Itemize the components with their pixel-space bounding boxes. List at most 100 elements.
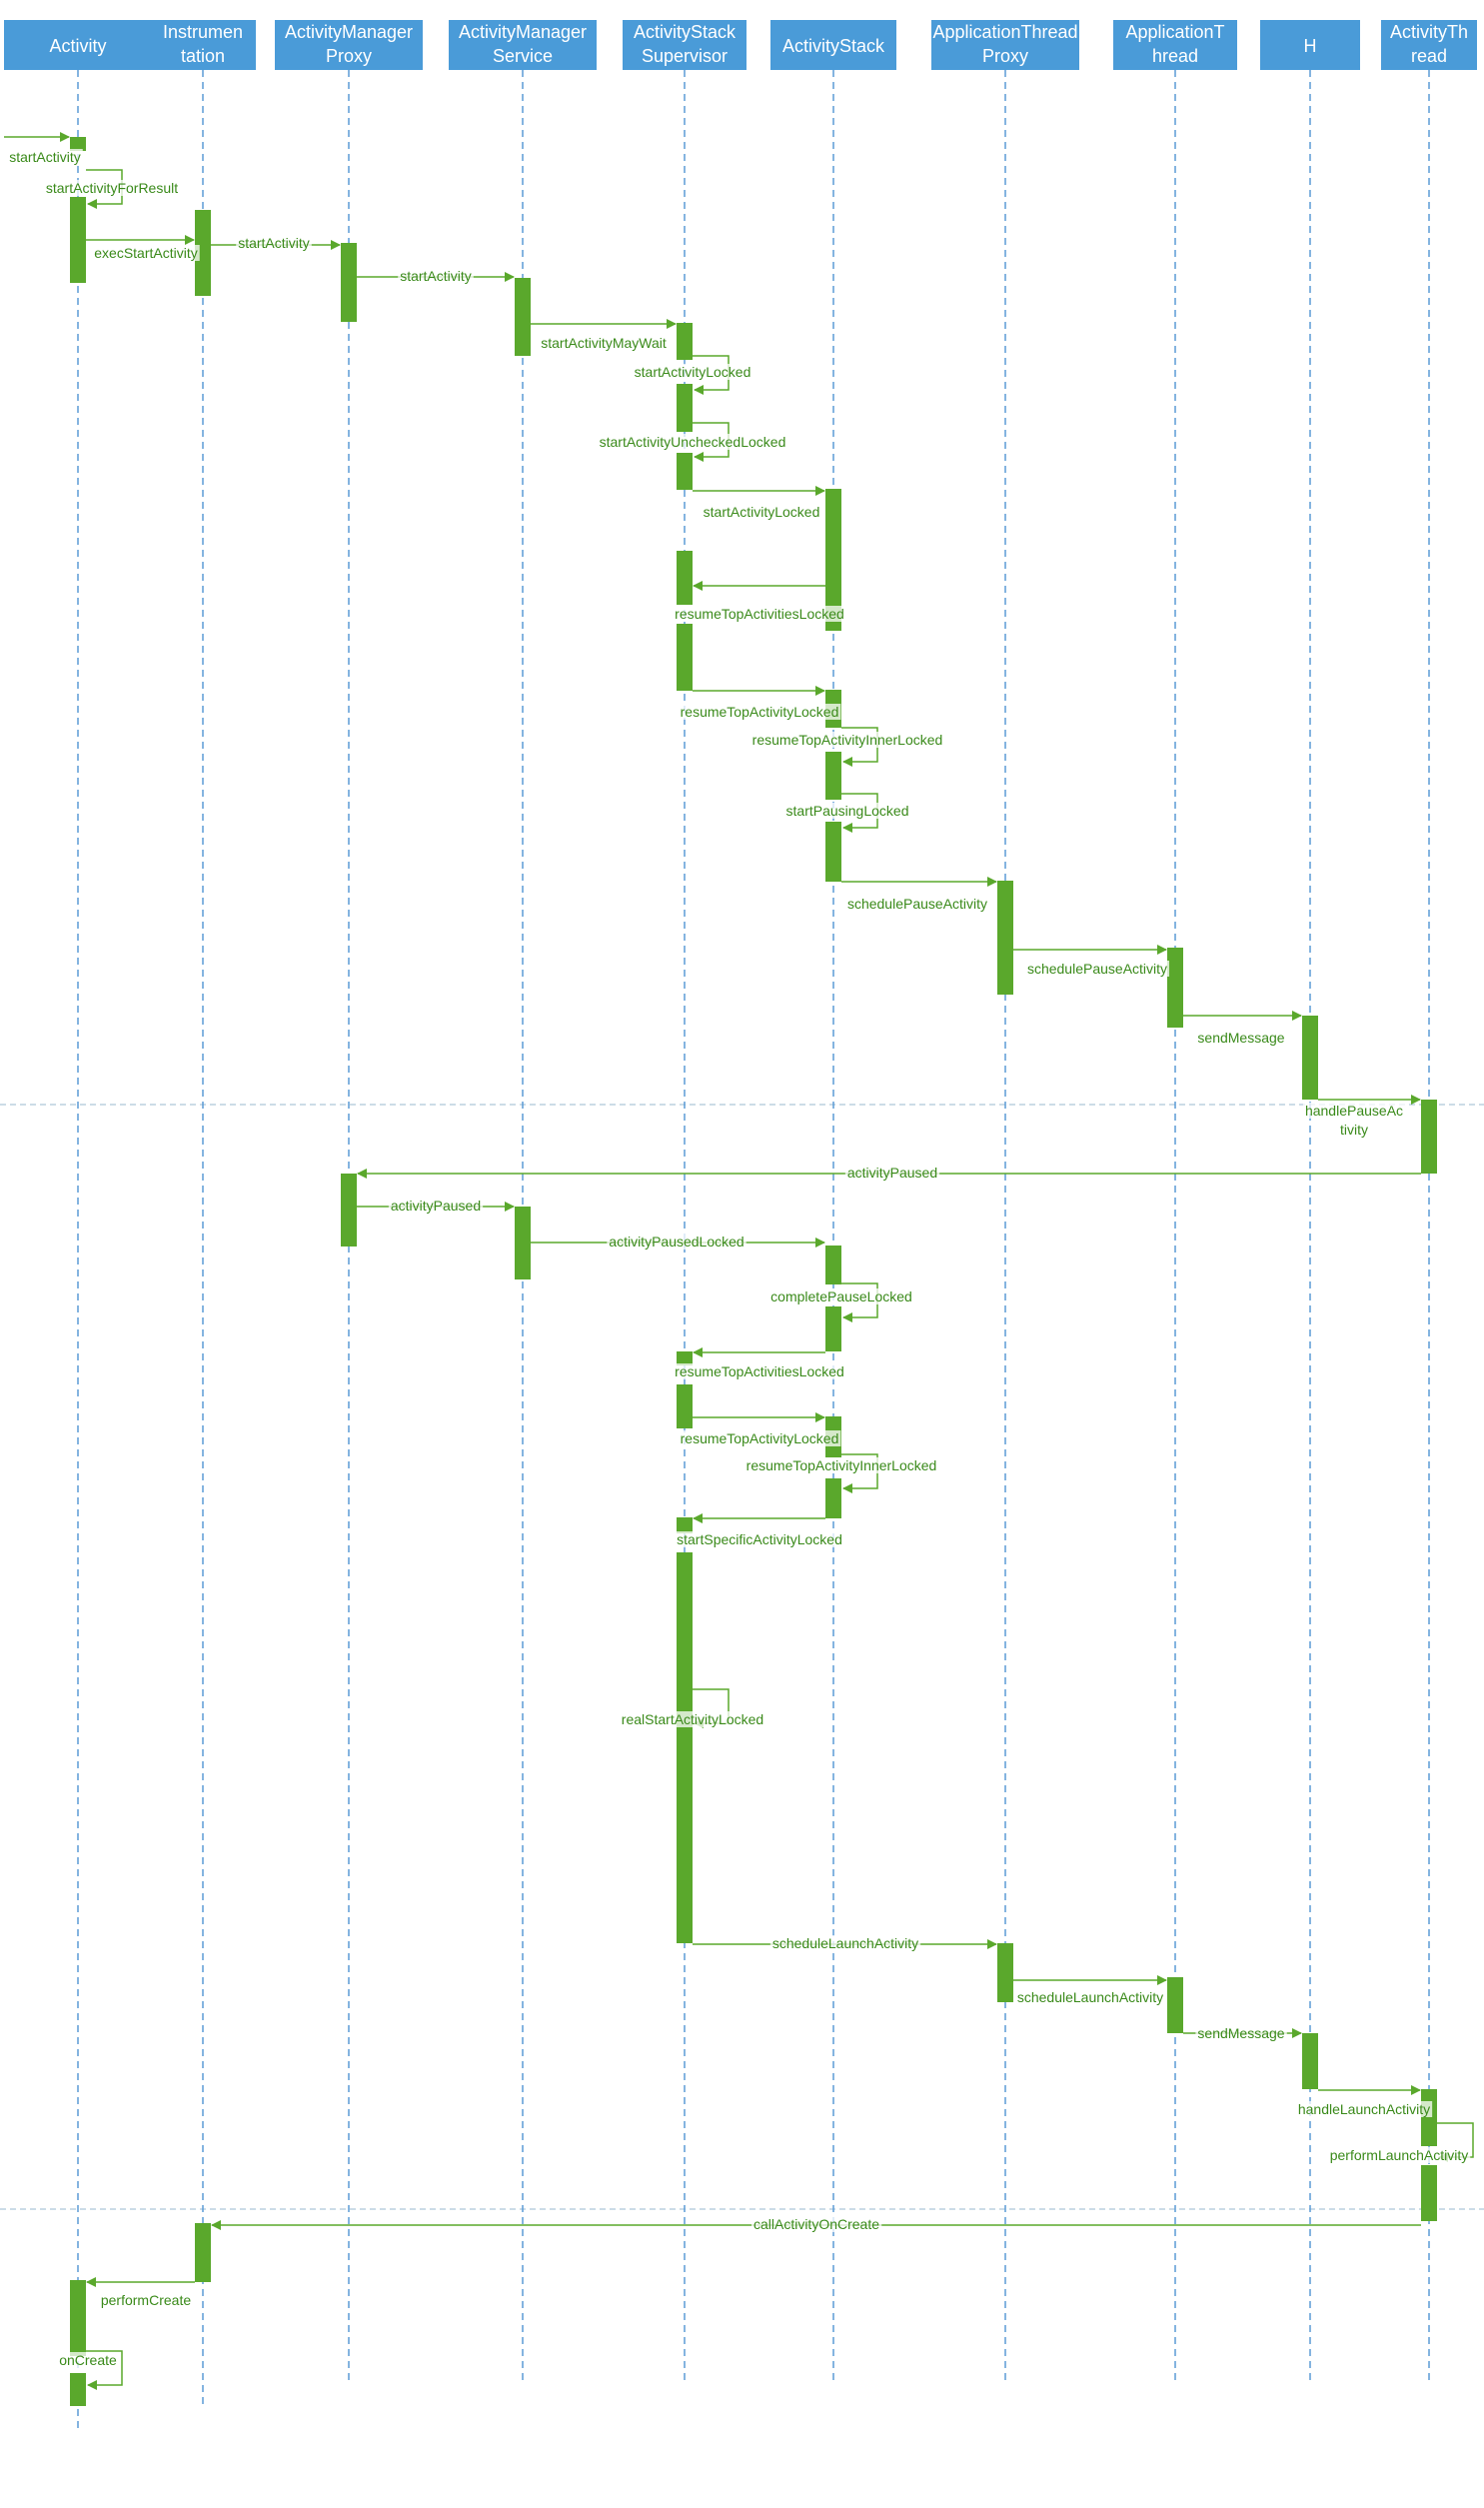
message-label-bg xyxy=(673,1363,846,1379)
message-32: performCreate xyxy=(86,2277,195,2308)
participant-label: tation xyxy=(181,46,225,66)
message-label: resumeTopActivityLocked xyxy=(681,1430,839,1446)
message-label-bg xyxy=(844,896,990,912)
participant-label: Activity xyxy=(49,36,106,56)
message-label: scheduleLaunchActivity xyxy=(1017,1989,1163,2005)
message-10: resumeTopActivityLocked xyxy=(678,686,841,720)
message-label-bg xyxy=(678,1430,841,1446)
message-label-bg xyxy=(749,732,945,748)
participant-app-thread: ApplicationT hread xyxy=(1113,20,1237,70)
activation-bar-activity xyxy=(70,2373,86,2406)
participant-label: H xyxy=(1304,36,1317,56)
message-label-bg xyxy=(1195,1030,1287,1046)
participant-activity-thread: ActivityTh read xyxy=(1381,20,1477,70)
message-33: onCreate xyxy=(57,2350,123,2390)
message-label-bg xyxy=(769,1935,921,1951)
message-label: schedulePauseActivity xyxy=(847,896,987,912)
message-label-bg xyxy=(92,245,200,261)
message-label-cont: tivity xyxy=(1340,1122,1368,1138)
message-15: sendMessage xyxy=(1183,1011,1302,1046)
message-label: realStartActivityLocked xyxy=(622,1711,763,1727)
message-25: realStartActivityLocked xyxy=(619,1688,766,1728)
message-label: resumeTopActivityLocked xyxy=(681,704,839,720)
participant-activity: Activity xyxy=(4,20,152,70)
message-label: startActivityMayWait xyxy=(541,335,667,351)
message-21: resumeTopActivitiesLocked xyxy=(673,1347,846,1379)
activation-bar-activity-thread xyxy=(1421,2165,1437,2221)
participant-activity-stack: ActivityStack xyxy=(770,20,896,70)
message-13: schedulePauseActivity xyxy=(841,877,997,912)
participant-label: ActivityStack xyxy=(634,22,737,42)
participant-header-box xyxy=(1113,20,1237,70)
participant-h: H xyxy=(1260,20,1360,70)
participant-header-box xyxy=(1260,20,1360,70)
message-label-bg xyxy=(1295,2101,1433,2117)
participant-am-service: ActivityManager Service xyxy=(449,20,597,70)
activation-bar-at-proxy xyxy=(997,881,1013,995)
activation-bar-activity xyxy=(70,2280,86,2356)
participant-label: Proxy xyxy=(982,46,1028,66)
participant-label: ApplicationT xyxy=(1125,22,1224,42)
activation-bar-am-service xyxy=(515,1207,531,1279)
message-label-bg xyxy=(236,235,312,251)
message-4: startActivity xyxy=(357,268,515,284)
activation-bar-at-proxy xyxy=(997,1943,1013,2002)
message-label: handleLaunchActivity xyxy=(1298,2101,1430,2117)
message-label-bg xyxy=(607,1234,746,1250)
message-label: startActivity xyxy=(9,149,81,165)
message-label-bg xyxy=(619,1711,766,1727)
activation-bar-stack-supervisor xyxy=(677,1351,693,1365)
activation-bar-activity-stack xyxy=(825,489,841,631)
participant-label: hread xyxy=(1152,46,1198,66)
activation-bar-stack-supervisor xyxy=(677,1552,693,1943)
message-label-bg xyxy=(43,180,181,196)
activation-bar-stack-supervisor xyxy=(677,1517,693,1533)
activation-bar-h xyxy=(1302,2033,1318,2089)
message-19: activityPausedLocked xyxy=(531,1234,825,1250)
message-label: sendMessage xyxy=(1197,2025,1284,2041)
message-label: startActivityLocked xyxy=(635,364,751,380)
message-5: startActivityMayWait xyxy=(531,319,677,351)
message-label: completePauseLocked xyxy=(770,1288,912,1304)
message-label: startActivityLocked xyxy=(704,504,820,520)
participant-stack-supervisor: ActivityStack Supervisor xyxy=(623,20,746,70)
message-label: sendMessage xyxy=(1197,1030,1284,1046)
message-23: resumeTopActivityInnerLocked xyxy=(743,1453,939,1493)
activation-bar-activity-thread xyxy=(1421,1100,1437,1174)
activation-bar-am-service xyxy=(515,278,531,356)
participant-header-box xyxy=(4,20,152,70)
message-label-bg xyxy=(750,2216,882,2232)
activation-bar-h xyxy=(1302,1016,1318,1100)
message-9: resumeTopActivitiesLocked xyxy=(673,581,846,622)
participant-label: Instrumen xyxy=(163,22,243,42)
message-6: startActivityLocked xyxy=(632,355,753,395)
activation-bar-stack-supervisor xyxy=(677,323,693,360)
message-label-bg xyxy=(597,434,788,450)
participant-header-box xyxy=(623,20,746,70)
activation-bar-app-thread xyxy=(1167,948,1183,1028)
message-label-bg xyxy=(1195,2025,1287,2041)
message-24: startSpecificActivityLocked xyxy=(675,1513,844,1547)
participant-label: ActivityStack xyxy=(782,36,885,56)
message-label: resumeTopActivityInnerLocked xyxy=(752,732,943,748)
activation-bar-activity-stack xyxy=(825,1246,841,1284)
message-label-bg xyxy=(673,606,846,622)
participant-label: Service xyxy=(493,46,553,66)
self-call-arrow xyxy=(86,2350,123,2390)
message-label: resumeTopActivityInnerLocked xyxy=(746,1457,937,1473)
participant-label: read xyxy=(1411,46,1447,66)
message-14: schedulePauseActivity xyxy=(1013,945,1170,977)
participant-label: ActivityManager xyxy=(459,22,587,42)
message-27: scheduleLaunchActivity xyxy=(1013,1975,1167,2005)
message-label: callActivityOnCreate xyxy=(753,2216,879,2232)
activation-bar-instrumentation xyxy=(195,210,211,296)
activation-bar-activity-stack xyxy=(825,1478,841,1518)
message-label: resumeTopActivitiesLocked xyxy=(675,1363,844,1379)
participant-header-box xyxy=(931,20,1079,70)
participant-header-box xyxy=(449,20,597,70)
message-26: scheduleLaunchActivity xyxy=(693,1935,997,1951)
message-16: handlePauseAc tivity xyxy=(1302,1095,1421,1138)
message-8: startActivityLocked xyxy=(693,486,825,520)
message-label-bg xyxy=(678,704,841,720)
